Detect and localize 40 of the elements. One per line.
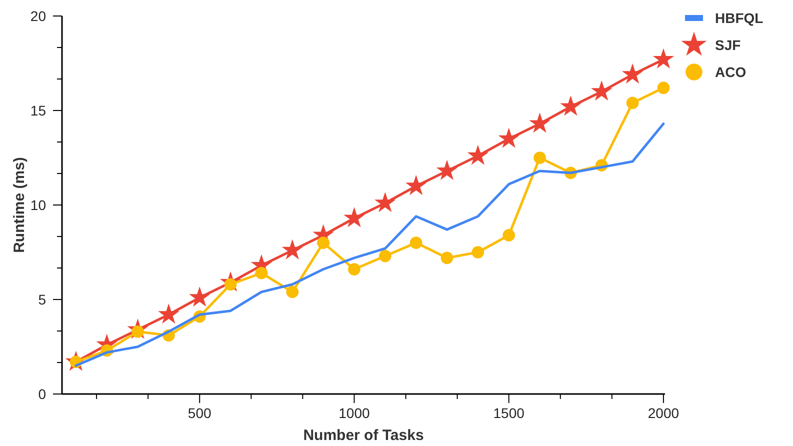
point <box>560 96 582 116</box>
point <box>436 160 458 180</box>
y-tick-label: 20 <box>30 8 46 24</box>
point <box>657 82 670 94</box>
point <box>440 252 454 264</box>
point <box>344 207 365 228</box>
point <box>317 236 330 249</box>
x-tick-label: 2000 <box>648 405 680 421</box>
legend-label: HBFQL <box>715 10 764 26</box>
legend-label: ACO <box>715 64 746 80</box>
point <box>652 48 674 69</box>
point <box>255 266 268 280</box>
point <box>472 246 484 258</box>
point <box>498 128 520 148</box>
point <box>188 286 210 307</box>
point <box>378 250 392 262</box>
x-tick-label: 500 <box>188 405 212 421</box>
point <box>410 236 422 249</box>
point <box>590 80 612 101</box>
x-axis-title: Number of Tasks <box>303 427 424 444</box>
point <box>502 229 516 242</box>
legend-label: SJF <box>715 37 742 53</box>
point <box>158 303 180 324</box>
point <box>286 286 299 298</box>
point <box>622 63 644 84</box>
point <box>626 96 639 110</box>
y-tick-label: 15 <box>30 102 46 118</box>
y-tick-label: 10 <box>30 197 46 213</box>
point <box>529 112 550 133</box>
y-tick-label: 5 <box>38 292 46 308</box>
point <box>282 239 303 260</box>
y-axis-title: Runtime (ms) <box>11 157 28 253</box>
point <box>534 152 546 164</box>
point <box>348 263 360 276</box>
x-tick-label: 1000 <box>338 405 370 421</box>
point <box>467 144 489 165</box>
point <box>374 192 396 212</box>
point <box>405 174 427 196</box>
y-tick-label: 0 <box>38 386 46 402</box>
x-tick-label: 1500 <box>493 405 525 421</box>
